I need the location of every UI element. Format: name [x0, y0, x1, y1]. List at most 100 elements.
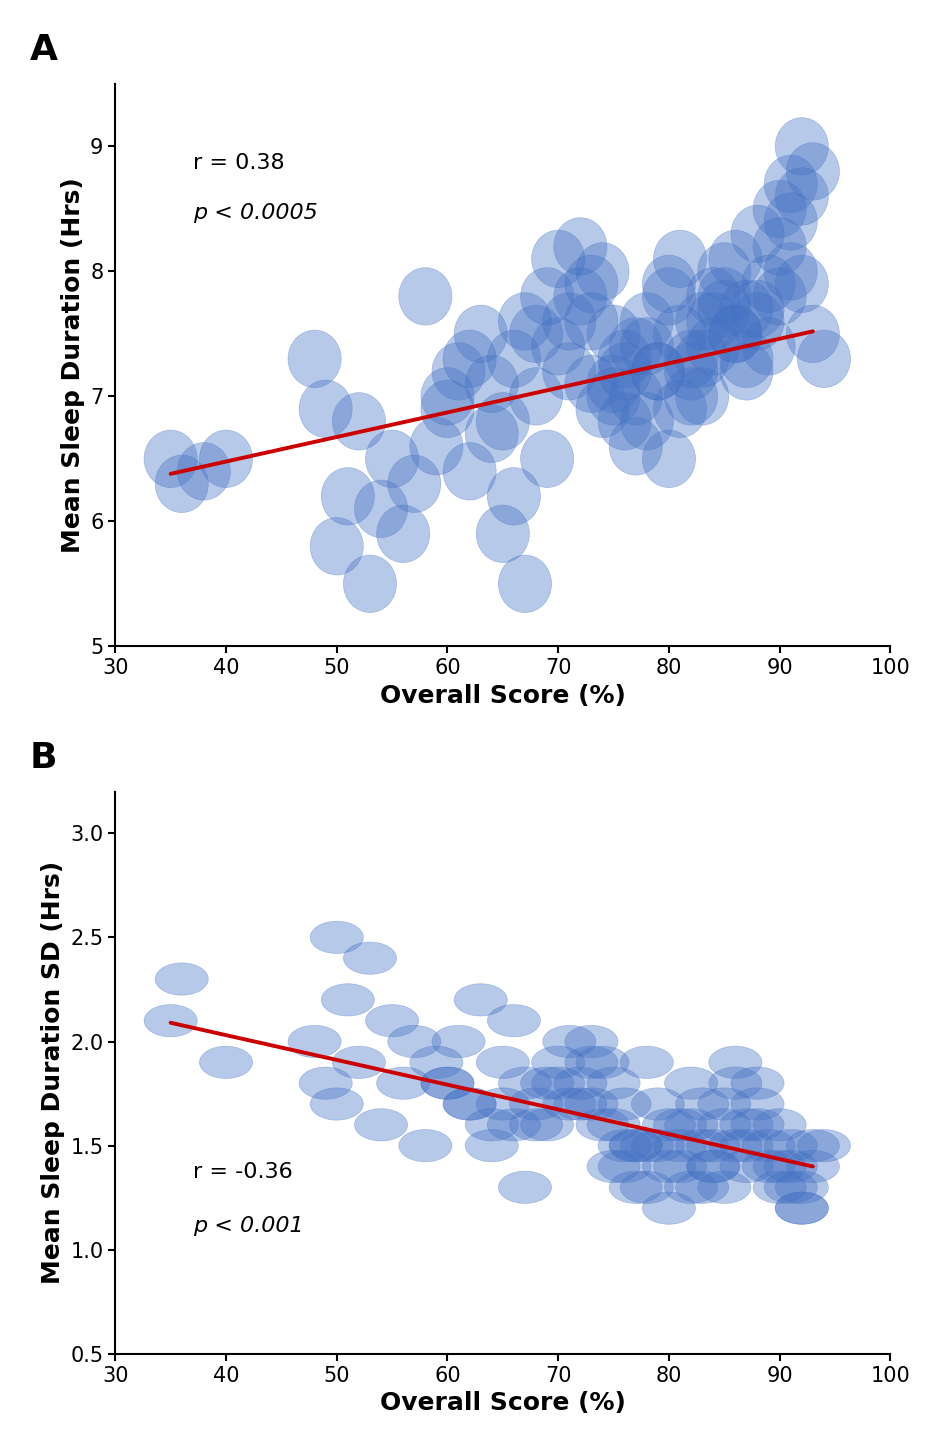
Ellipse shape	[565, 293, 617, 349]
Ellipse shape	[332, 393, 385, 450]
Ellipse shape	[343, 942, 396, 974]
Ellipse shape	[509, 1088, 562, 1121]
Ellipse shape	[410, 1047, 463, 1079]
Ellipse shape	[531, 1067, 584, 1099]
Ellipse shape	[143, 431, 197, 487]
Ellipse shape	[542, 1025, 596, 1057]
Ellipse shape	[652, 304, 706, 362]
Text: p < 0.0005: p < 0.0005	[193, 203, 317, 223]
Ellipse shape	[553, 1067, 606, 1099]
Ellipse shape	[520, 431, 573, 487]
Ellipse shape	[719, 1109, 772, 1141]
Ellipse shape	[343, 555, 396, 612]
Ellipse shape	[642, 1109, 695, 1141]
Ellipse shape	[741, 255, 794, 313]
Ellipse shape	[675, 1172, 728, 1204]
Ellipse shape	[377, 505, 430, 563]
Ellipse shape	[675, 1088, 728, 1121]
Ellipse shape	[764, 1172, 817, 1204]
Ellipse shape	[565, 1025, 617, 1057]
Ellipse shape	[575, 380, 629, 438]
Ellipse shape	[631, 342, 683, 400]
Ellipse shape	[310, 921, 362, 954]
Ellipse shape	[598, 331, 650, 387]
Ellipse shape	[542, 293, 596, 349]
Ellipse shape	[664, 331, 716, 387]
Text: A: A	[30, 33, 58, 67]
Ellipse shape	[565, 355, 617, 413]
Ellipse shape	[598, 342, 650, 400]
Ellipse shape	[752, 1109, 805, 1141]
Ellipse shape	[598, 1088, 650, 1121]
Ellipse shape	[497, 1067, 551, 1099]
Text: B: B	[30, 741, 58, 774]
Ellipse shape	[664, 368, 716, 425]
Ellipse shape	[487, 1005, 540, 1037]
Ellipse shape	[686, 293, 739, 349]
Ellipse shape	[310, 1088, 362, 1121]
Ellipse shape	[642, 255, 695, 313]
Ellipse shape	[785, 1150, 838, 1183]
Ellipse shape	[774, 1172, 828, 1204]
Ellipse shape	[553, 218, 606, 276]
Ellipse shape	[774, 1192, 828, 1224]
Ellipse shape	[619, 1130, 673, 1161]
Ellipse shape	[797, 1130, 850, 1161]
Ellipse shape	[697, 280, 750, 338]
Ellipse shape	[774, 255, 828, 313]
Ellipse shape	[774, 1192, 828, 1224]
Ellipse shape	[598, 1150, 650, 1183]
Ellipse shape	[719, 1130, 772, 1161]
Ellipse shape	[520, 1109, 573, 1141]
Ellipse shape	[553, 1088, 606, 1121]
Ellipse shape	[464, 1109, 518, 1141]
Ellipse shape	[520, 268, 573, 325]
Text: p < 0.001: p < 0.001	[193, 1217, 303, 1237]
Ellipse shape	[609, 318, 662, 376]
Ellipse shape	[288, 1025, 341, 1057]
Ellipse shape	[454, 983, 507, 1016]
Ellipse shape	[642, 1150, 695, 1183]
Ellipse shape	[464, 1130, 518, 1161]
Ellipse shape	[752, 1172, 805, 1204]
Ellipse shape	[377, 1067, 430, 1099]
Ellipse shape	[764, 242, 817, 300]
Ellipse shape	[531, 231, 584, 287]
Ellipse shape	[443, 442, 496, 500]
Ellipse shape	[586, 1109, 639, 1141]
Ellipse shape	[420, 380, 474, 438]
Ellipse shape	[730, 1088, 784, 1121]
Ellipse shape	[288, 331, 341, 387]
Ellipse shape	[652, 380, 706, 438]
Ellipse shape	[619, 1047, 673, 1079]
Ellipse shape	[609, 1130, 662, 1161]
Ellipse shape	[619, 293, 673, 349]
Ellipse shape	[764, 193, 817, 251]
Ellipse shape	[730, 293, 784, 349]
Ellipse shape	[321, 983, 374, 1016]
Ellipse shape	[497, 1172, 551, 1204]
Ellipse shape	[520, 1067, 573, 1099]
Ellipse shape	[354, 480, 407, 538]
Ellipse shape	[321, 467, 374, 525]
Ellipse shape	[708, 1130, 761, 1161]
Ellipse shape	[476, 1088, 529, 1121]
Ellipse shape	[719, 331, 772, 387]
Ellipse shape	[542, 1088, 596, 1121]
Ellipse shape	[686, 1150, 739, 1183]
Ellipse shape	[509, 1109, 562, 1141]
Ellipse shape	[575, 242, 629, 300]
Ellipse shape	[741, 1130, 794, 1161]
Ellipse shape	[652, 1109, 706, 1141]
Ellipse shape	[642, 1192, 695, 1224]
Ellipse shape	[464, 355, 518, 413]
Ellipse shape	[697, 1172, 750, 1204]
Ellipse shape	[741, 1150, 794, 1183]
Ellipse shape	[299, 1067, 352, 1099]
Ellipse shape	[675, 1130, 728, 1161]
Ellipse shape	[730, 204, 784, 262]
Ellipse shape	[443, 1088, 496, 1121]
Ellipse shape	[697, 1088, 750, 1121]
Ellipse shape	[741, 318, 794, 376]
Ellipse shape	[199, 431, 252, 487]
